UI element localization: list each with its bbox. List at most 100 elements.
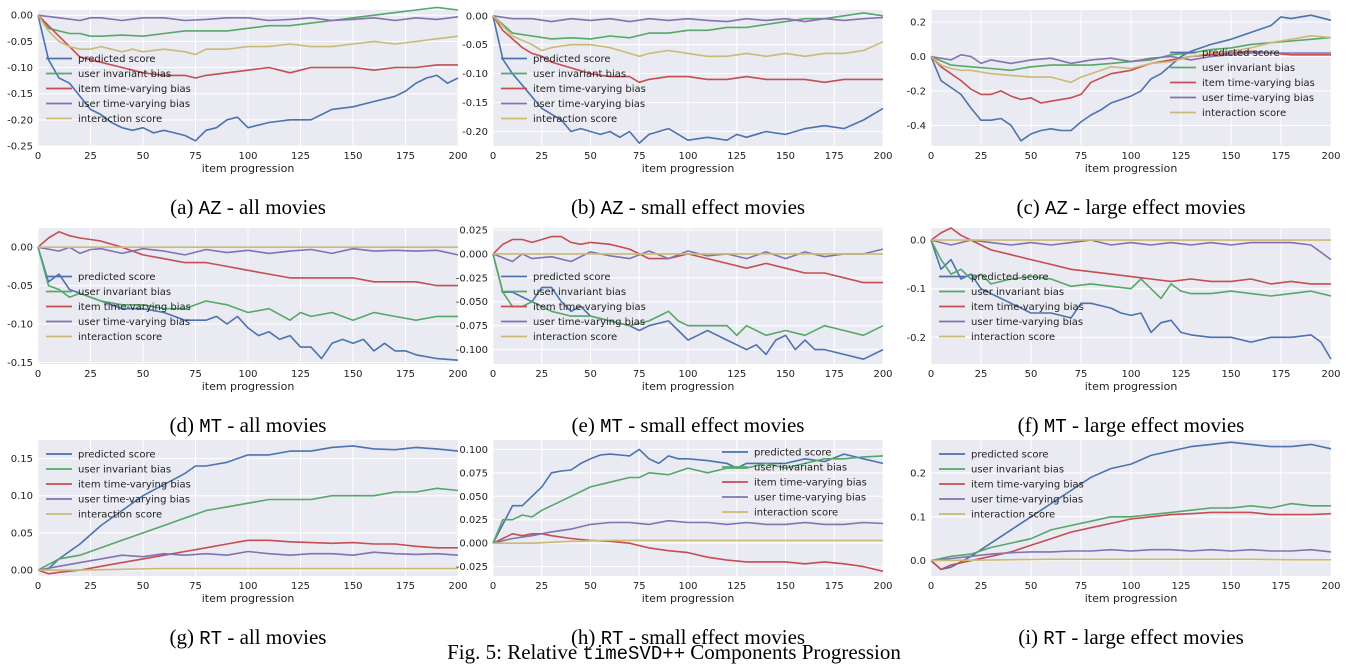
legend-label: user invariant bias — [1202, 63, 1295, 74]
x-tick-label: 100 — [1121, 581, 1140, 592]
x-tick-label: 200 — [448, 151, 467, 162]
legend-label: interaction score — [78, 510, 162, 521]
subplot-caption: (a) AZ - all movies — [38, 195, 458, 220]
series-line — [37, 246, 458, 322]
legend: predicted score user invariant bias item t… — [1170, 48, 1315, 119]
legend: predicted score user invariant bias item t… — [501, 54, 646, 125]
legend-label: user time-varying bias — [533, 99, 645, 110]
legend-label: interaction score — [533, 332, 617, 343]
x-tick-label: 125 — [1171, 369, 1190, 380]
caption-suffix: - all movies — [222, 625, 327, 649]
x-tick-label: 25 — [535, 151, 548, 162]
subplot-caption: (c) AZ - large effect movies — [931, 195, 1331, 220]
x-tick-label: 125 — [1171, 151, 1190, 162]
legend-label: predicted score — [971, 450, 1049, 461]
legend-label: item time-varying bias — [78, 480, 191, 491]
y-tick-label: 0.15 — [11, 454, 33, 465]
legend-label: item time-varying bias — [78, 302, 191, 313]
chart-d: 0 25 50 75 100 125 150 175 200 0.00 -0.05 -0.10 -0.1… — [7, 228, 468, 393]
x-tick-label: 200 — [448, 369, 467, 380]
caption-dataset: AZ — [1045, 198, 1068, 220]
legend-label: user invariant bias — [78, 287, 171, 298]
series-line — [930, 558, 1331, 562]
y-tick-label: 0.025 — [459, 515, 488, 526]
series-line — [37, 231, 458, 287]
figure-caption: Fig. 5: Relative timeSVD++ Components Pr… — [0, 640, 1348, 665]
x-tick-label: 0 — [490, 369, 496, 380]
caption-dataset: AZ — [198, 198, 222, 220]
y-tick-label: -0.05 — [7, 37, 33, 48]
chart-i: 0 25 50 75 100 125 150 175 200 0.2 0.1 0.0 item prog… — [910, 440, 1341, 605]
x-tick-label: 175 — [1271, 151, 1290, 162]
legend-label: item time-varying bias — [78, 84, 191, 95]
series-line — [37, 15, 459, 142]
x-tick-label: 150 — [343, 369, 362, 380]
y-tick-label: 0.2 — [910, 468, 926, 479]
legend-label: predicted score — [971, 272, 1049, 283]
legend-label: user invariant bias — [971, 287, 1064, 298]
legend-label: item time-varying bias — [754, 478, 867, 489]
x-tick-label: 75 — [1075, 581, 1088, 592]
chart-a: 0 25 50 75 100 125 150 175 200 0.00 -0.05 -0.10 -0.1… — [7, 6, 468, 175]
caption-prefix: (c) — [1016, 195, 1046, 219]
legend-label: user time-varying bias — [971, 495, 1083, 506]
y-tick-label: -0.10 — [7, 63, 33, 74]
series-line — [492, 448, 884, 544]
x-tick-label: 100 — [678, 151, 697, 162]
chart-b: 0 25 50 75 100 125 150 175 200 0.00 -0.05 -0.10 -0.1… — [462, 10, 893, 175]
series-line — [492, 15, 884, 144]
chart-g: 0 25 50 75 100 125 150 175 200 0.00 0.05 0.10 0.15 it… — [11, 440, 468, 605]
legend-label: predicted score — [533, 272, 611, 283]
y-tick-label: -0.25 — [7, 142, 33, 153]
legend-label: predicted score — [1202, 48, 1280, 59]
caption-prefix: (h) — [570, 625, 601, 649]
legend-label: interaction score — [78, 332, 162, 343]
x-tick-label: 150 — [343, 151, 362, 162]
y-tick-label: 0.025 — [459, 225, 488, 236]
legend-label: predicted score — [754, 448, 832, 459]
series-line — [930, 50, 1331, 104]
x-tick-label: 25 — [84, 581, 97, 592]
x-tick-label: 150 — [776, 151, 795, 162]
series-line — [492, 15, 884, 23]
x-axis-label: item progression — [202, 592, 295, 605]
legend-label: predicted score — [78, 272, 156, 283]
legend: predicted score user invariant bias item t… — [46, 450, 191, 521]
series-line — [492, 455, 884, 544]
series-line — [930, 14, 1332, 142]
caption-suffix: - small effect movies — [622, 413, 805, 437]
legend-label: item time-varying bias — [971, 480, 1084, 491]
legend-label: item time-varying bias — [971, 302, 1084, 313]
y-tick-label: 0.050 — [459, 492, 488, 503]
series-line — [492, 532, 884, 573]
x-tick-label: 50 — [1025, 151, 1038, 162]
y-tick-label: 0.100 — [459, 445, 488, 456]
x-tick-label: 200 — [448, 581, 467, 592]
legend-label: item time-varying bias — [533, 302, 646, 313]
chart-c: 0 25 50 75 100 125 150 175 200 0.2 0.0 -0.2 -0.4 item… — [906, 10, 1341, 175]
y-tick-label: -0.05 — [7, 281, 33, 292]
x-tick-label: 175 — [396, 581, 415, 592]
x-axis-label: item progression — [642, 162, 735, 175]
y-tick-label: 0.075 — [459, 468, 488, 479]
caption-dataset: MT — [600, 416, 623, 438]
caption-suffix: - all movies — [221, 195, 326, 219]
y-tick-label: -0.15 — [462, 98, 488, 109]
series-line — [492, 519, 884, 544]
x-tick-label: 150 — [1221, 369, 1240, 380]
figure-caption-method: timeSVD++ — [582, 643, 686, 665]
legend: predicted score user invariant bias item t… — [722, 448, 867, 519]
x-tick-label: 200 — [873, 369, 892, 380]
x-tick-label: 0 — [928, 581, 934, 592]
legend-label: predicted score — [533, 54, 611, 65]
caption-dataset: MT — [199, 416, 223, 438]
x-tick-label: 75 — [189, 581, 202, 592]
legend-label: interaction score — [1202, 108, 1286, 119]
y-tick-label: -0.050 — [456, 297, 488, 308]
legend-label: item time-varying bias — [1202, 78, 1315, 89]
y-tick-label: 0.000 — [459, 539, 488, 550]
x-tick-label: 125 — [291, 581, 310, 592]
y-tick-label: 0.2 — [910, 18, 926, 29]
x-tick-label: 0 — [35, 369, 41, 380]
